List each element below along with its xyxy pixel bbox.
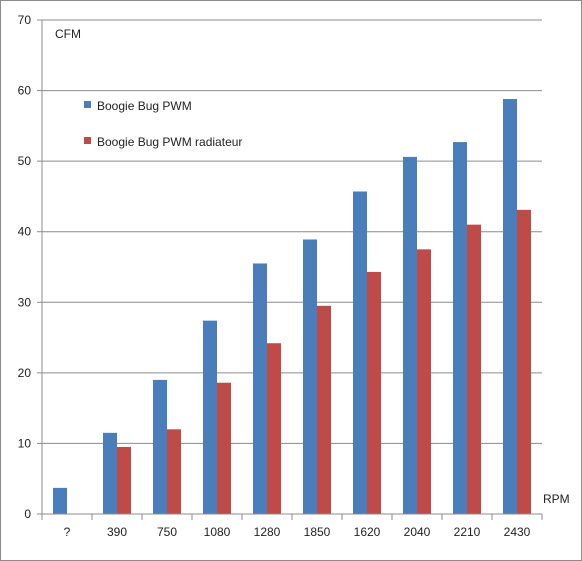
bar-series-1 bbox=[453, 142, 467, 515]
y-tick-label: 10 bbox=[18, 436, 32, 450]
bars bbox=[53, 99, 531, 515]
x-axis-ticks: ? 390 750 1080 1280 1850 1620 2040 2210 2430 bbox=[64, 525, 531, 539]
legend-label-boogie-bug-pwm: Boogie Bug PWM bbox=[97, 99, 192, 113]
bar-series-2 bbox=[217, 382, 231, 514]
bar-series-2 bbox=[267, 343, 281, 514]
y-tick-label: 20 bbox=[18, 366, 32, 380]
legend-swatch-boogie-bug-pwm-radiateur bbox=[84, 137, 91, 144]
bar-series-2 bbox=[517, 209, 531, 514]
y-tick-label: 40 bbox=[18, 225, 32, 239]
bar-series-2 bbox=[467, 224, 481, 514]
x-axis-title: RPM bbox=[543, 492, 570, 506]
x-tick-label: 1280 bbox=[254, 525, 281, 539]
legend-label-boogie-bug-pwm-radiateur: Boogie Bug PWM radiateur bbox=[97, 135, 242, 149]
bar-series-1 bbox=[503, 99, 517, 514]
bar-series-1 bbox=[353, 191, 367, 514]
bar-series-2 bbox=[417, 249, 431, 514]
bar-series-2 bbox=[117, 446, 131, 514]
x-tick-label: 390 bbox=[107, 525, 127, 539]
x-tick-label: 1080 bbox=[204, 525, 231, 539]
y-tick-label: 0 bbox=[24, 507, 31, 521]
y-tick-label: 70 bbox=[18, 13, 32, 27]
bar-series-1 bbox=[203, 320, 217, 514]
x-tick-label: 2040 bbox=[404, 525, 431, 539]
bar-series-2 bbox=[317, 305, 331, 514]
bar-series-1 bbox=[403, 156, 417, 514]
y-axis-ticks: 0 10 20 30 40 50 60 70 bbox=[18, 13, 42, 521]
x-tick-label: 1850 bbox=[304, 525, 331, 539]
y-tick-label: 50 bbox=[18, 154, 32, 168]
bar-series-1 bbox=[303, 239, 317, 514]
x-axis bbox=[41, 513, 543, 520]
x-tick-label: 2430 bbox=[504, 525, 531, 539]
x-tick-label: ? bbox=[64, 525, 71, 539]
bar-series-1 bbox=[53, 487, 67, 514]
y-axis-title: CFM bbox=[55, 27, 81, 41]
y-tick-label: 60 bbox=[18, 84, 32, 98]
legend: Boogie Bug PWM Boogie Bug PWM radiateur bbox=[84, 99, 242, 149]
legend-swatch-boogie-bug-pwm bbox=[84, 101, 91, 108]
bar-series-1 bbox=[253, 263, 267, 514]
bar-series-1 bbox=[103, 432, 117, 514]
x-tick-label: 750 bbox=[157, 525, 177, 539]
x-tick-label: 1620 bbox=[354, 525, 381, 539]
bar-series-2 bbox=[367, 271, 381, 514]
x-tick-label: 2210 bbox=[454, 525, 481, 539]
bar-series-1 bbox=[153, 379, 167, 514]
bar-series-2 bbox=[167, 429, 181, 514]
y-tick-label: 30 bbox=[18, 295, 32, 309]
